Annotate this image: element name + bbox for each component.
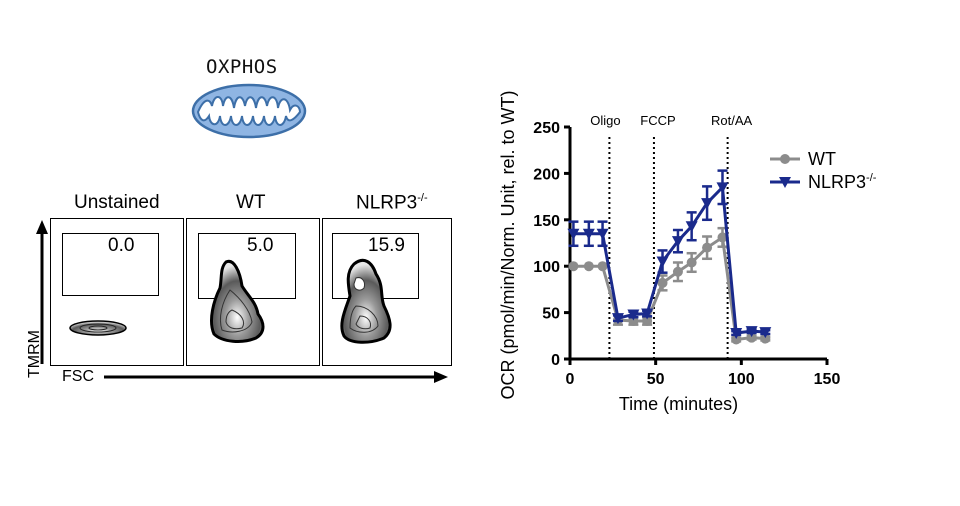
data-point-nlrp3 [582,228,595,240]
data-point-wt [597,261,608,272]
data-point-wt [657,277,668,288]
data-point-wt [686,257,697,268]
data-point-nlrp3 [611,313,624,325]
facs-plot-wt [186,218,320,366]
legend-marker-nlrp3 [779,177,791,188]
data-point-nlrp3 [730,328,743,340]
data-point-nlrp3 [745,326,758,338]
contour-wt [210,259,265,343]
contour-nlrp3 [340,258,392,344]
data-point-wt [642,315,653,326]
injection-label: Oligo [590,113,620,128]
data-point-wt [568,261,579,272]
panel-title-unstained: Unstained [74,192,160,213]
flow-x-axis-arrow [104,371,448,383]
flow-y-axis-arrow [36,220,48,364]
mitochondrion-icon [191,83,307,139]
data-point-nlrp3 [685,221,698,233]
x-tick-label: 100 [728,371,755,388]
legend-marker-wt [780,154,790,164]
y-tick-label: 0 [551,352,560,369]
x-axis-label: Time (minutes) [619,394,738,414]
contour-unstained [69,320,127,336]
data-point-nlrp3 [716,182,729,194]
injection-label: Rot/AA [711,113,753,128]
data-point-nlrp3 [567,228,580,240]
data-point-wt [583,261,594,272]
y-tick-label: 250 [533,120,560,137]
legend-label-wt: WT [808,149,836,169]
data-point-nlrp3 [656,256,669,268]
gate-unstained [62,233,159,296]
facs-plot-unstained [50,218,184,366]
data-point-nlrp3 [701,198,714,210]
x-tick-label: 0 [566,371,575,388]
series-line-nlrp3 [573,183,766,335]
data-point-wt [672,266,683,277]
data-point-nlrp3 [627,309,640,321]
data-point-nlrp3 [641,308,654,320]
y-tick-label: 100 [533,259,560,276]
panel-title-wt: WT [236,192,266,213]
data-point-wt [731,334,742,345]
facs-plot-nlrp3 [322,218,452,366]
legend-label-nlrp3: NLRP3-/- [808,172,877,192]
gate-value-wt: 5.0 [247,235,274,256]
data-point-wt [717,232,728,243]
legend-superscript: -/- [866,172,877,184]
y-axis-label: OCR (pmol/min/Norm. Unit, rel. to WT) [498,90,518,399]
y-tick-label: 150 [533,213,560,230]
y-tick-label: 50 [542,306,560,323]
oxphos-label: OXPHOS [206,56,278,78]
injection-label: FCCP [640,113,675,128]
x-tick-label: 50 [647,371,665,388]
panel-title-nlrp3: NLRP3-/- [356,192,428,214]
gate-value-unstained: 0.0 [108,235,135,256]
x-tick-label: 150 [814,371,841,388]
data-point-wt [746,332,757,343]
data-point-nlrp3 [596,228,609,240]
y-tick-label: 200 [533,166,560,183]
data-point-nlrp3 [759,327,772,339]
gate-value-nlrp3: 15.9 [368,235,405,256]
data-point-nlrp3 [671,236,684,248]
data-point-wt [760,333,771,344]
data-point-wt [702,242,713,253]
flow-x-axis-label: FSC [62,368,94,385]
